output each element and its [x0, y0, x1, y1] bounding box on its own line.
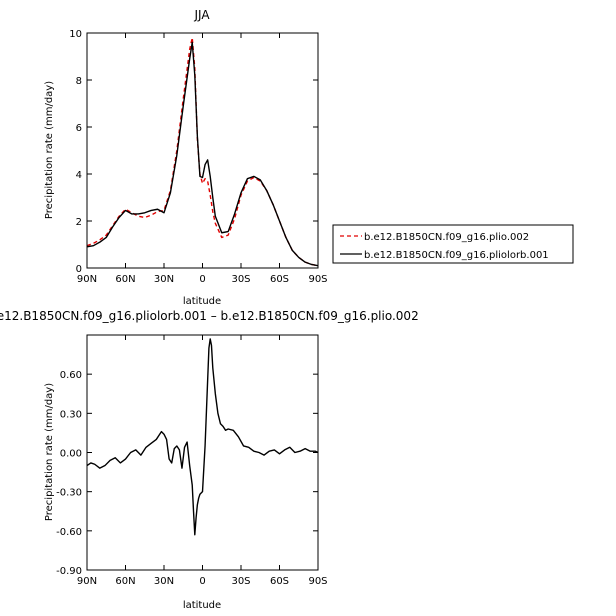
top-x-tick-label: 90N: [77, 274, 97, 285]
top-y-tick-label: 10: [69, 29, 82, 40]
bottom-x-tick-label: 90N: [77, 576, 97, 587]
bottom-y-tick-label: -0.90: [56, 566, 82, 577]
top-series-group: [86, 37, 319, 267]
top-x-tick-label: 60N: [115, 274, 135, 285]
top-y-tick-label: 4: [76, 170, 82, 181]
top-x-axis-label: latitude: [183, 296, 221, 307]
bottom-y-tick-label: 0.30: [60, 409, 82, 420]
top-ticks: 90N 60N 30N 0 30S 60S 90S 0 2 4 6 8 10: [69, 29, 327, 285]
top-y-tick-label: 2: [76, 217, 82, 228]
legend-label-plio: b.e12.B1850CN.f09_g16.plio.002: [364, 232, 529, 243]
top-y-tick-label: 6: [76, 123, 82, 134]
bottom-x-tick-label: 60S: [270, 576, 289, 587]
bottom-y-axis-label: Precipitation rate (mm/day): [44, 383, 55, 521]
bottom-x-axis-label: latitude: [183, 600, 221, 611]
legend-label-pliolorb: b.e12.B1850CN.f09_g16.pliolorb.001: [364, 250, 549, 261]
bottom-x-tick-label: 30N: [154, 576, 174, 587]
bottom-y-tick-label: -0.30: [56, 488, 82, 499]
top-plot-frame: [86, 32, 319, 269]
top-x-tick-label: 0: [199, 274, 205, 285]
bottom-y-tick-label: -0.60: [56, 527, 82, 538]
bottom-x-tick-label: 60N: [115, 576, 135, 587]
top-panel: JJA Precipitation rate (mm/day) latitude…: [44, 8, 328, 307]
bottom-x-tick-label: 0: [199, 576, 205, 587]
top-y-tick-label: 8: [76, 76, 82, 87]
bottom-series-line-0: [86, 338, 319, 536]
bottom-y-tick-label: 0.60: [60, 370, 82, 381]
bottom-y-tick-label: 0.00: [60, 449, 82, 460]
top-y-axis-label: Precipitation rate (mm/day): [44, 81, 55, 219]
bottom-plot-frame: [86, 334, 319, 571]
bottom-ticks: 90N 60N 30N 0 30S 60S 90S -0.90 -0.60 -0.30 0.00 0.…: [56, 335, 328, 587]
bottom-series-group: [86, 338, 319, 536]
bottom-x-tick-label: 30S: [231, 576, 250, 587]
bottom-chart-title: b.e12.B1850CN.f09_g16.pliolorb.001 – b.e…: [0, 309, 419, 323]
top-x-tick-label: 30S: [231, 274, 250, 285]
top-series-line-1: [86, 41, 319, 267]
bottom-panel: b.e12.B1850CN.f09_g16.pliolorb.001 – b.e…: [0, 309, 419, 611]
top-chart-title: JJA: [193, 8, 210, 22]
top-x-tick-label: 60S: [270, 274, 289, 285]
legend-box: [332, 224, 574, 264]
top-y-tick-label: 0: [76, 264, 82, 275]
top-x-tick-label: 90S: [308, 274, 327, 285]
legend: b.e12.B1850CN.f09_g16.plio.002 b.e12.B18…: [332, 224, 574, 264]
bottom-x-tick-label: 90S: [308, 576, 327, 587]
top-x-tick-label: 30N: [154, 274, 174, 285]
